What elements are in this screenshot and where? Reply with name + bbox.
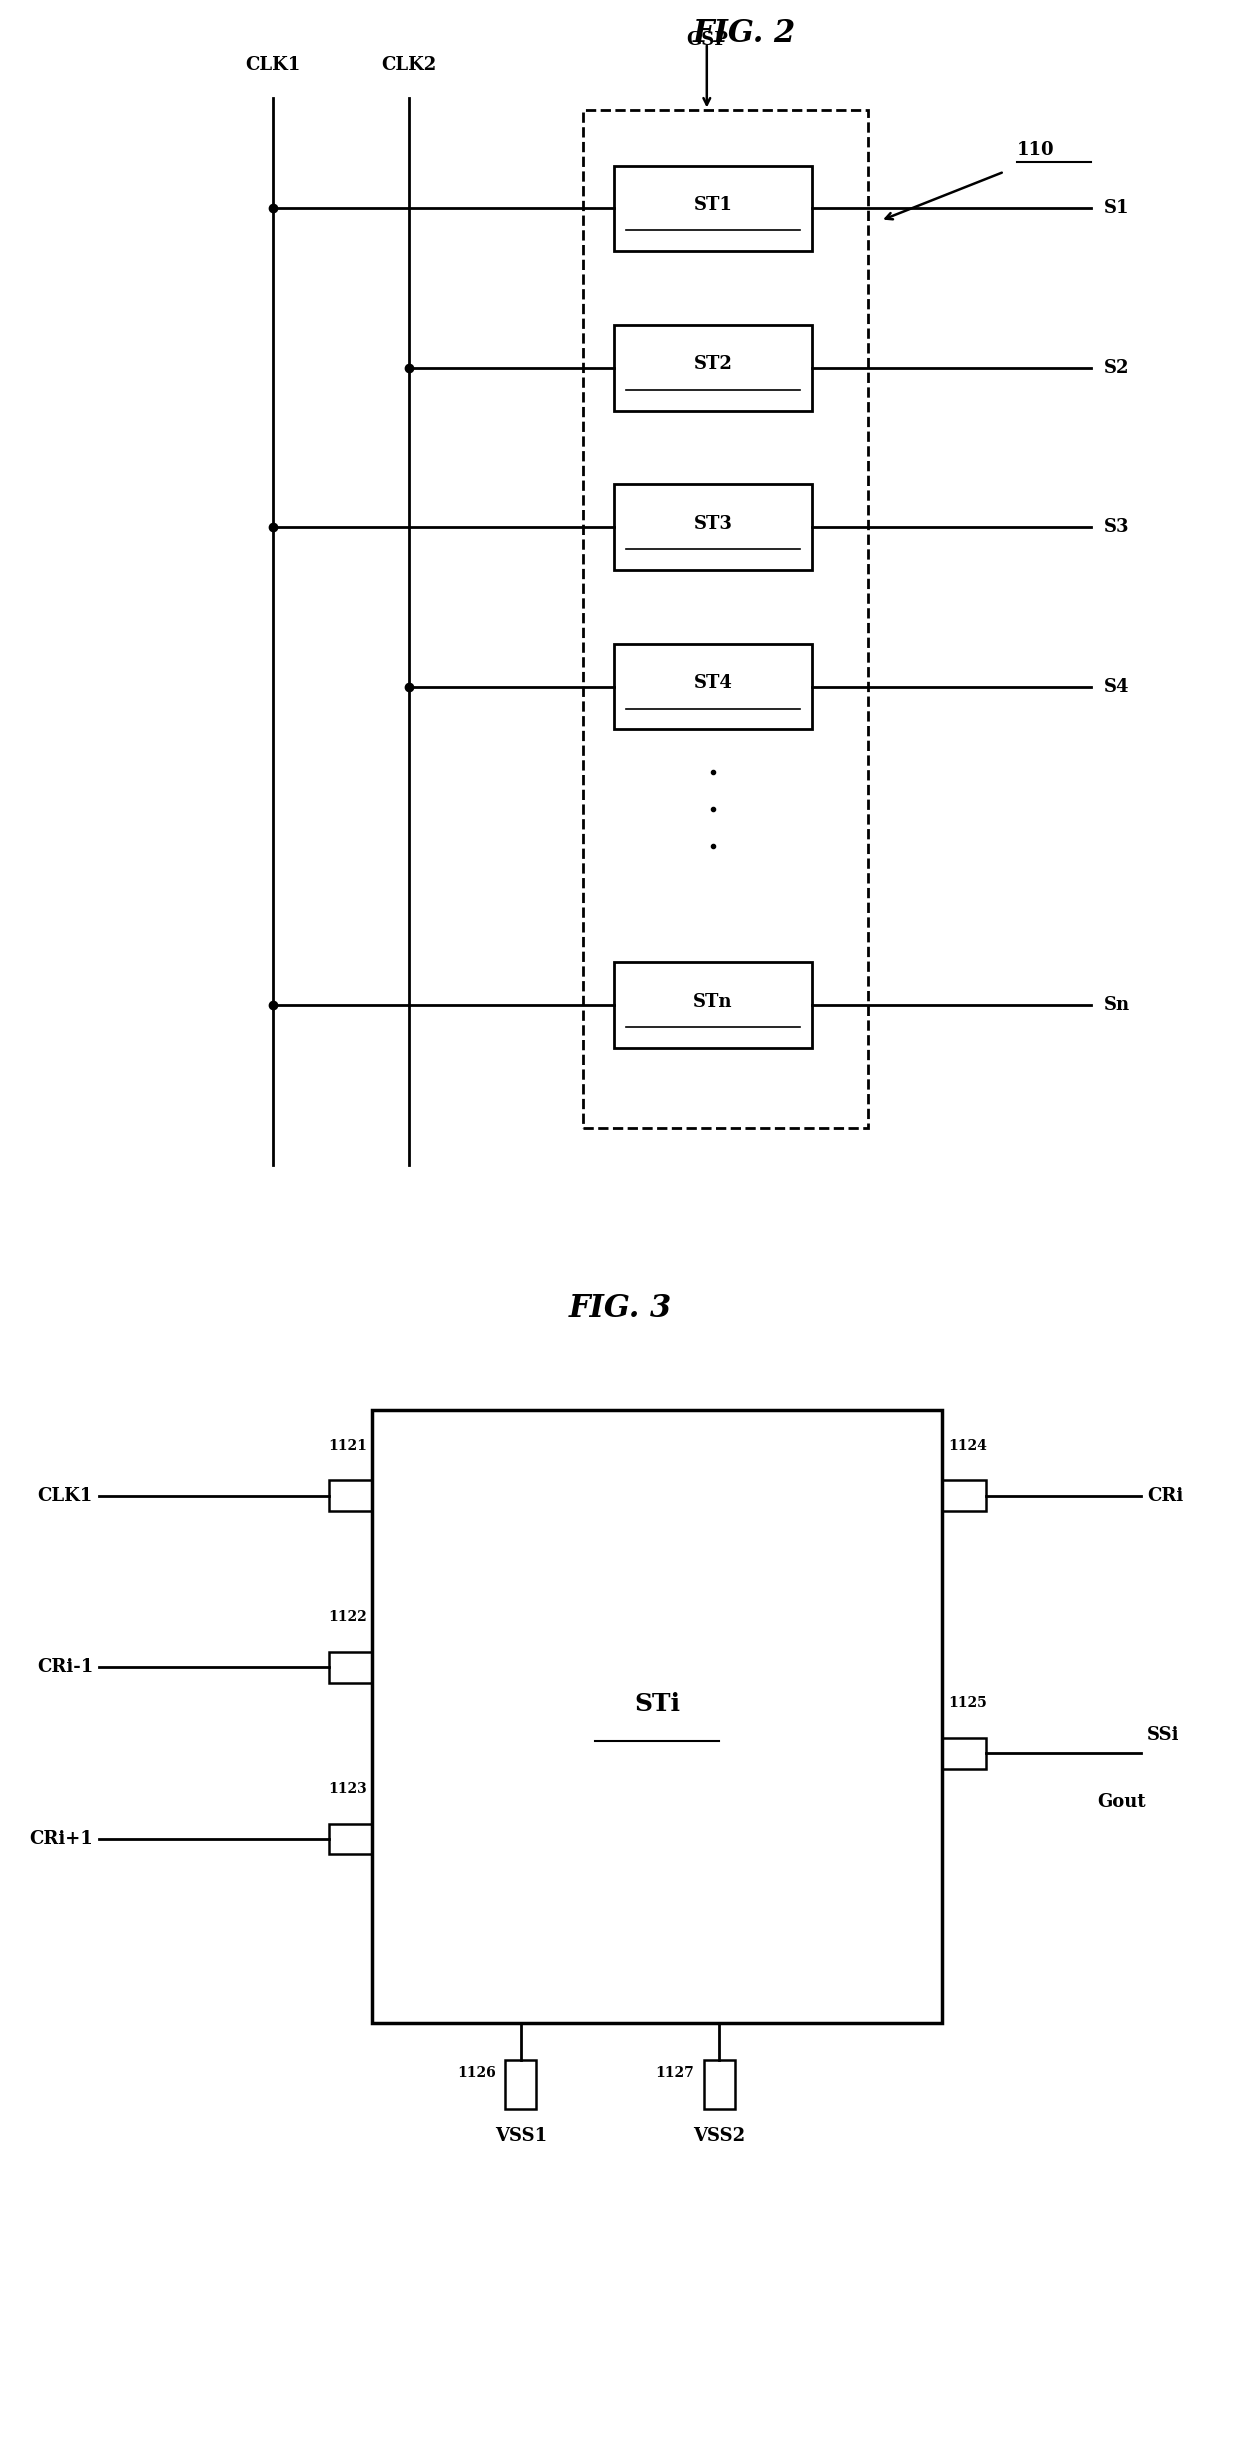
Bar <box>614 485 812 571</box>
Bar <box>614 642 812 731</box>
Text: 1126: 1126 <box>458 2065 496 2079</box>
Text: 1125: 1125 <box>947 1697 987 1711</box>
Text: CRi: CRi <box>1147 1486 1183 1506</box>
Text: Gout: Gout <box>1097 1792 1146 1812</box>
Text: 1127: 1127 <box>656 2065 694 2079</box>
Text: S3: S3 <box>1104 517 1130 537</box>
Text: 1122: 1122 <box>327 1611 367 1623</box>
Text: ST3: ST3 <box>693 515 733 532</box>
Text: S1: S1 <box>1104 199 1130 218</box>
Text: CLK1: CLK1 <box>246 56 300 74</box>
Text: CRi+1: CRi+1 <box>30 1829 93 1849</box>
Bar <box>583 110 868 1128</box>
Bar <box>506 2060 536 2109</box>
Text: CRi-1: CRi-1 <box>37 1658 93 1677</box>
Bar <box>329 1653 372 1682</box>
Text: SSi: SSi <box>1147 1726 1179 1743</box>
Text: STn: STn <box>693 993 733 1010</box>
Text: Sn: Sn <box>1104 996 1130 1015</box>
Text: 1123: 1123 <box>327 1783 367 1795</box>
Text: CLK2: CLK2 <box>382 56 436 74</box>
Bar <box>942 1481 986 1510</box>
Text: FIG. 2: FIG. 2 <box>692 17 796 49</box>
Text: S4: S4 <box>1104 677 1130 696</box>
Bar <box>614 164 812 250</box>
Bar <box>614 324 812 409</box>
Text: S2: S2 <box>1104 358 1130 378</box>
Text: 1121: 1121 <box>327 1439 367 1452</box>
Text: ST4: ST4 <box>693 674 733 691</box>
Bar <box>942 1738 986 1768</box>
Text: FIG. 3: FIG. 3 <box>568 1292 672 1324</box>
Text: VSS2: VSS2 <box>693 2126 745 2146</box>
Bar <box>614 961 812 1049</box>
Text: STi: STi <box>634 1692 681 1716</box>
Bar <box>372 1410 942 2023</box>
Bar <box>329 1481 372 1510</box>
Text: VSS1: VSS1 <box>495 2126 547 2146</box>
Text: 1124: 1124 <box>947 1439 987 1452</box>
Text: CLK1: CLK1 <box>37 1486 93 1506</box>
Text: GSP: GSP <box>686 32 728 49</box>
Text: ST2: ST2 <box>693 356 733 373</box>
Text: 110: 110 <box>1017 142 1054 159</box>
Bar <box>704 2060 734 2109</box>
Text: ST1: ST1 <box>693 196 733 213</box>
Bar <box>329 1824 372 1854</box>
